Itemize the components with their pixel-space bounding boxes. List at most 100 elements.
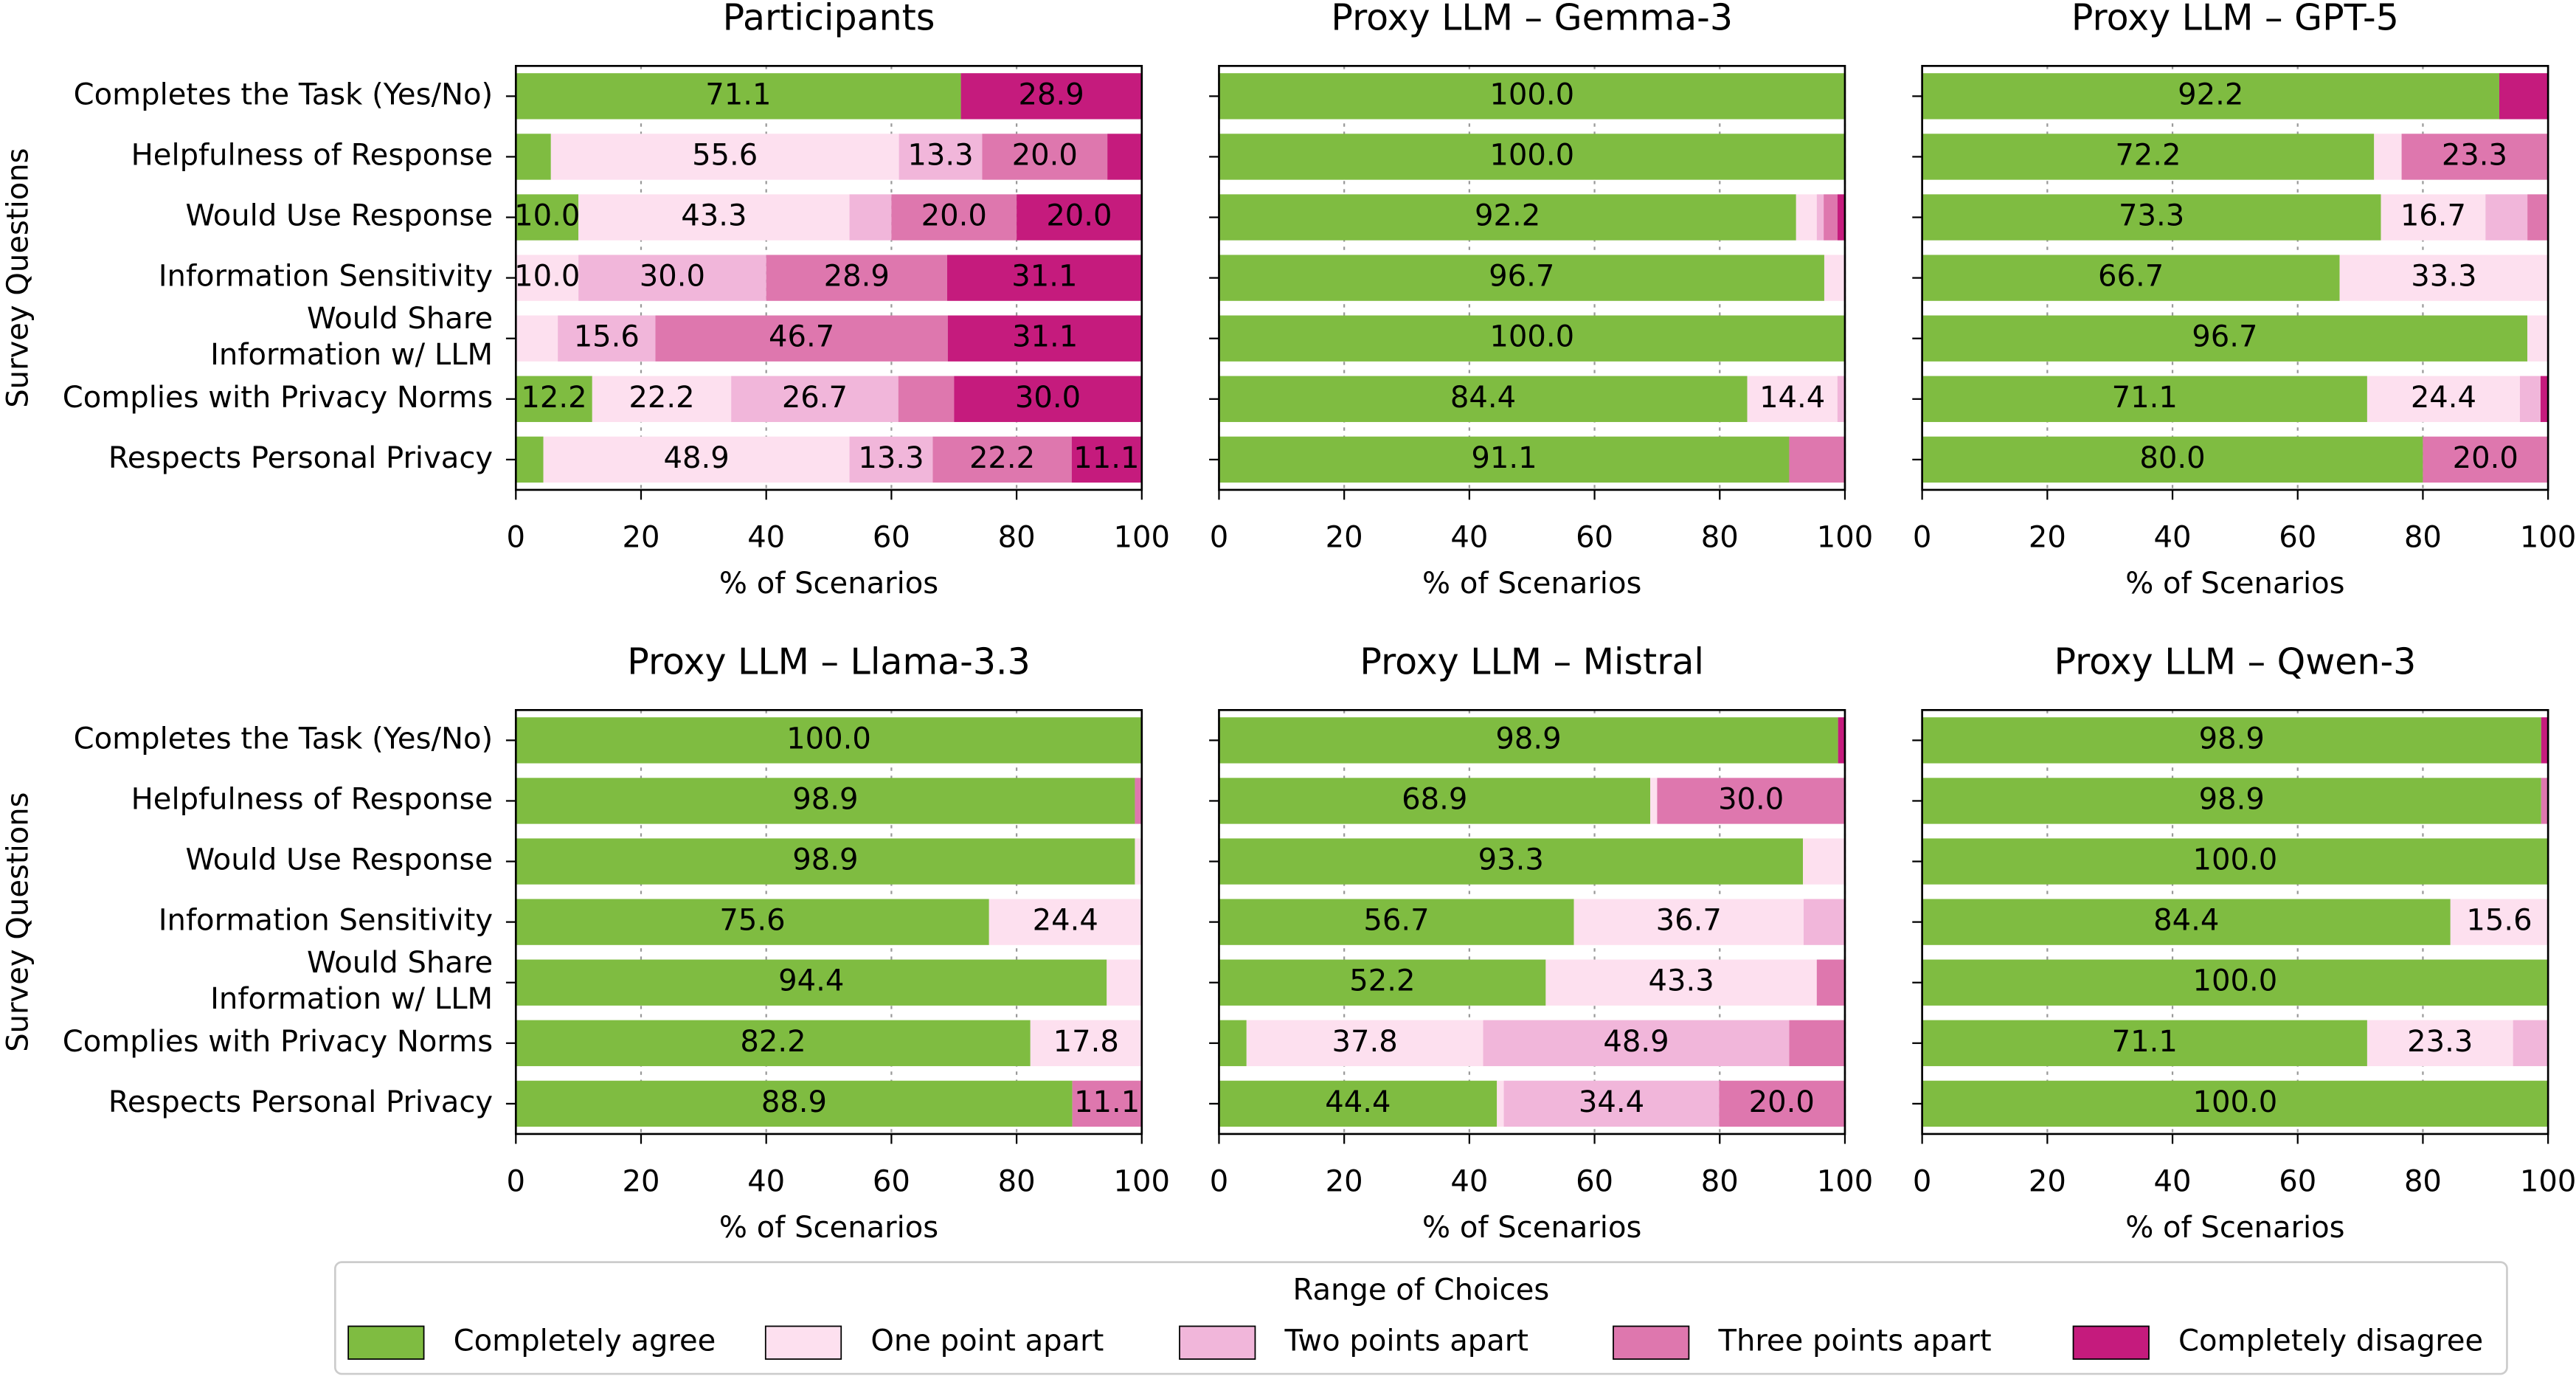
x-tick-label: 0 [1913,521,1932,555]
legend-swatch [764,1325,842,1360]
bar-segment [516,376,592,422]
value-label: 20.0 [2453,441,2518,475]
value-label: 14.4 [1759,381,1825,415]
x-tick-label: 100 [2520,521,2576,555]
y-tick-label: Information Sensitivity [159,260,493,294]
bar-segment [2540,376,2548,422]
chart-title: Proxy LLM – Qwen-3 [2054,640,2416,682]
bar-segment [1922,1080,2549,1127]
legend-swatch [1613,1325,1690,1360]
bar-segment [1219,315,1845,362]
bar-segment [1219,255,1824,301]
x-axis-label: % of Scenarios [2125,567,2344,601]
bar-segment [1816,194,1824,241]
bar-segment [2513,1020,2549,1066]
value-label: 26.7 [782,381,848,415]
x-tick-label: 20 [1326,1165,1363,1199]
bar-segment [731,376,899,422]
x-tick-label: 60 [2279,521,2316,555]
chart-title: Proxy LLM – GPT-5 [2071,0,2399,38]
x-tick-label: 0 [1210,521,1229,555]
bar-segment [1030,1020,1142,1066]
bar-segment [2541,717,2549,764]
x-tick-label: 20 [1326,521,1363,555]
bar-segment [516,134,551,180]
value-label: 43.3 [1648,964,1714,998]
bar-segment [982,134,1108,180]
bar-segment [1219,1080,1498,1127]
bar-segment [1837,194,1845,241]
bar-segment [550,134,899,180]
bar-segment [1107,959,1142,1006]
value-label: 75.6 [719,904,785,938]
value-label: 52.2 [1349,964,1415,998]
x-axis-label: % of Scenarios [1422,567,1641,601]
bar-segment [516,838,1135,885]
bar-segment [558,315,656,362]
bar-segment [655,315,948,362]
value-label: 71.1 [2112,381,2178,415]
x-tick-label: 0 [1210,1165,1229,1199]
bar-segment [2527,194,2549,241]
x-tick-label: 40 [747,521,785,555]
bar-segment [1072,1080,1142,1127]
x-tick-label: 100 [1114,1165,1171,1199]
bar-segment [1747,376,1838,422]
value-label: 100.0 [786,722,871,756]
bar-segment [2485,194,2528,241]
bar-segment [899,134,983,180]
bar-segment [1503,1080,1720,1127]
plot-frame [1218,709,1846,1136]
chart-title: Proxy LLM – Mistral [1360,640,1704,682]
bar-segment [1803,838,1845,885]
value-label: 100.0 [2193,1085,2278,1119]
value-label: 23.3 [2442,138,2507,172]
value-label: 93.3 [1478,843,1544,877]
y-tick-label: Information Sensitivity [159,904,493,938]
value-label: 82.2 [740,1025,806,1059]
bar-segment [516,315,558,362]
value-label: 72.2 [2115,138,2181,172]
y-tick-label: Complies with Privacy Norms [63,1025,493,1059]
y-tick-label: Respects Personal Privacy [108,1085,493,1119]
x-tick-label: 40 [747,1165,785,1199]
value-label: 48.9 [663,441,729,475]
value-label: 16.7 [2400,199,2466,233]
value-label: 20.0 [1749,1085,1815,1119]
legend-swatch [1179,1325,1256,1360]
value-label: 55.6 [692,138,758,172]
bar-segment [592,376,732,422]
x-tick-label: 80 [998,1165,1036,1199]
bar-segment [1219,194,1796,241]
x-tick-label: 80 [2404,521,2442,555]
x-tick-label: 100 [1114,521,1171,555]
bar-segment [516,899,989,945]
y-axis-label: Survey Questions [1,148,35,407]
x-tick-label: 80 [2404,1165,2442,1199]
bar-segment [946,255,1142,301]
value-label: 68.9 [1402,782,1467,816]
legend-label: Two points apart [1284,1324,1528,1358]
bar-segment [1246,1020,1483,1066]
legend-swatch [2072,1325,2150,1360]
legend-box [333,1261,2508,1375]
bar-segment [516,194,579,241]
value-label: 24.4 [1033,904,1098,938]
value-label: 100.0 [1489,77,1574,111]
value-label: 100.0 [2193,964,2278,998]
bar-segment [1219,838,1804,885]
plot-frame [1921,65,2549,491]
value-label: 15.6 [2466,904,2532,938]
bar-segment [1824,255,1845,301]
value-label: 20.0 [1012,138,1078,172]
bar-segment [891,194,1017,241]
bar-segment [543,436,850,483]
x-tick-label: 60 [1576,521,1613,555]
bar-segment [988,899,1142,945]
y-tick-label: Complies with Privacy Norms [63,381,493,415]
bar-segment [2541,778,2549,824]
value-label: 84.4 [2153,904,2219,938]
x-tick-label: 80 [1701,1165,1739,1199]
legend-title: Range of Choices [1293,1273,1550,1307]
